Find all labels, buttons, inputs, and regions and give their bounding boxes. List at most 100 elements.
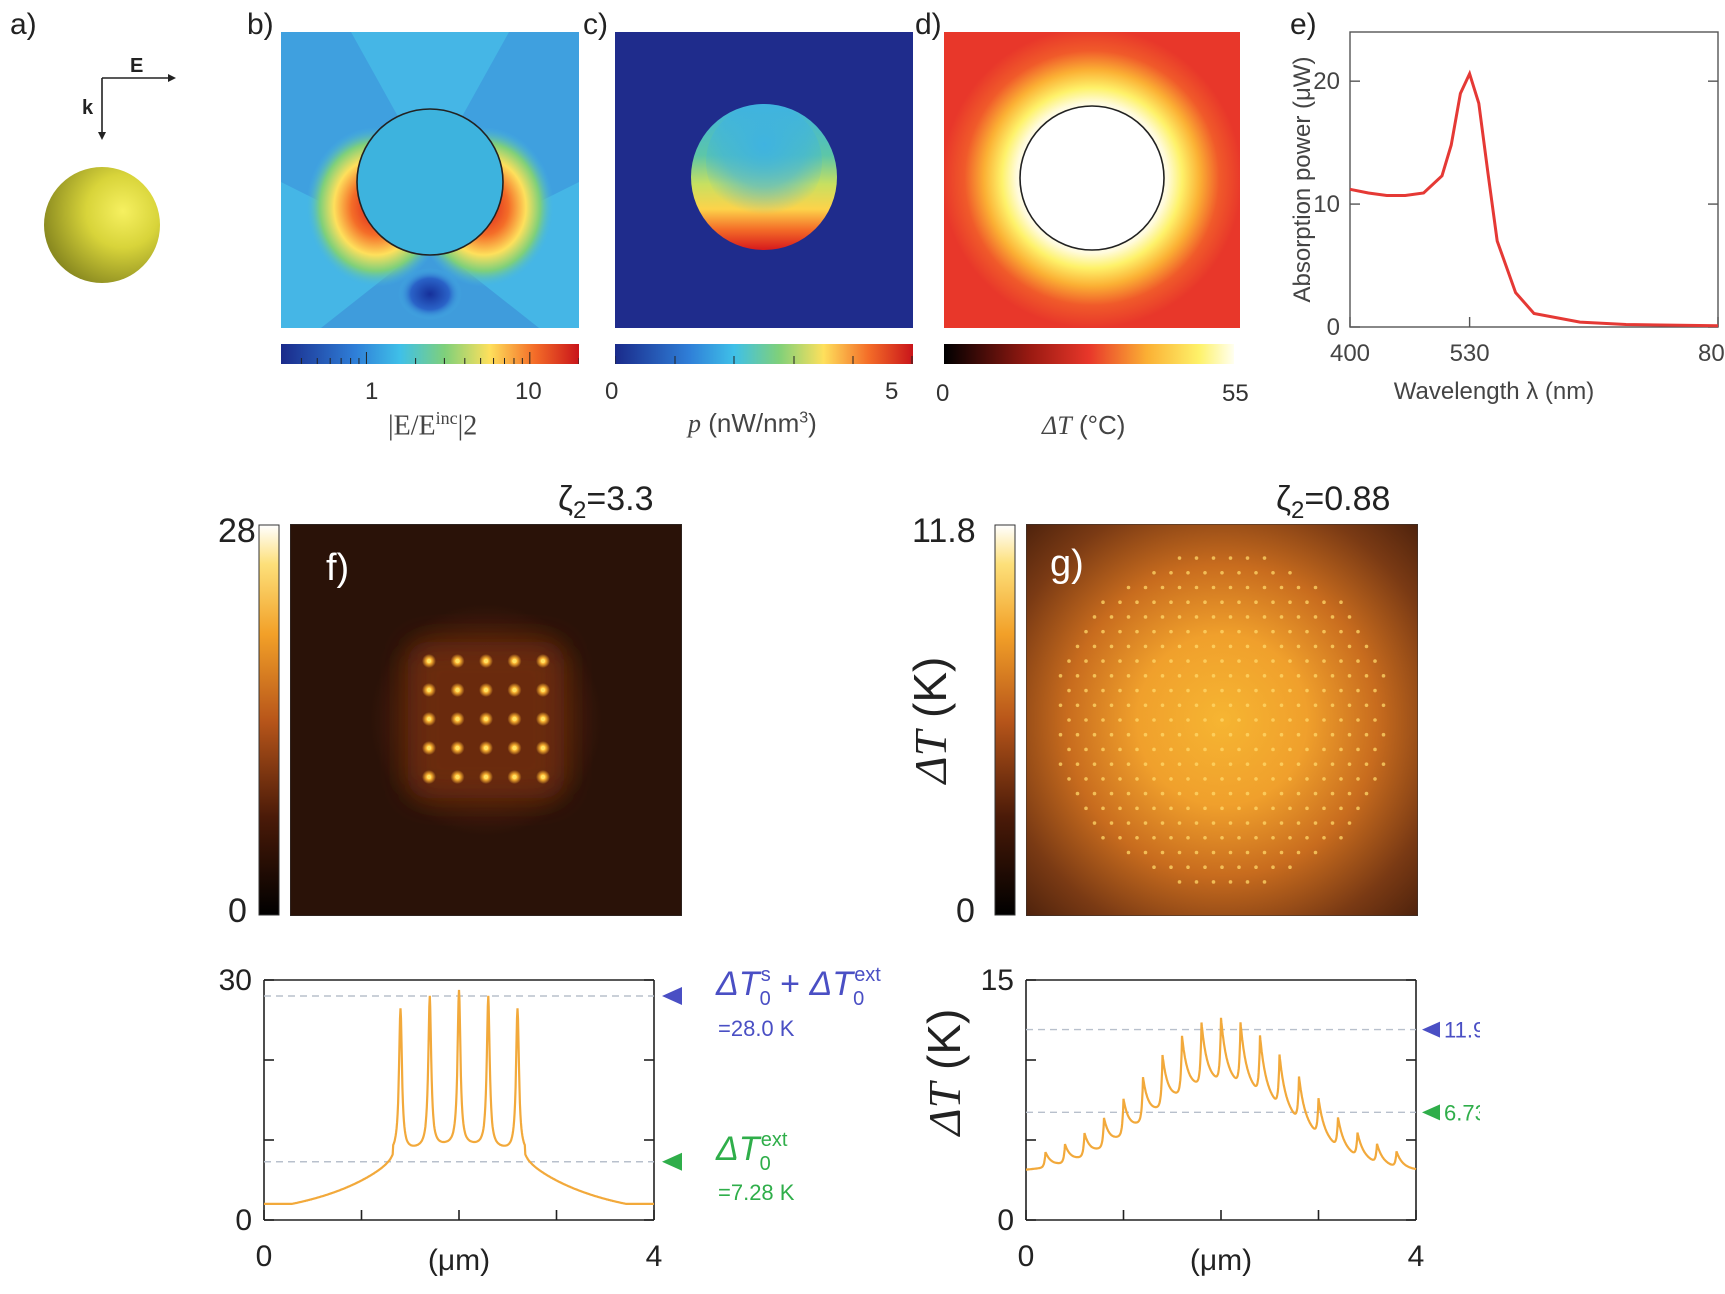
heatmap-f-particle-core xyxy=(512,658,517,664)
heatmap-f-particle-core xyxy=(426,716,432,722)
heatmap-g-particle xyxy=(1313,585,1318,590)
heatmap-g-particle xyxy=(1152,747,1156,752)
heatmap-g-particle xyxy=(1160,850,1165,855)
heatmap-g-particle xyxy=(1194,585,1199,590)
heatmap-g-particle xyxy=(1296,850,1301,855)
heatmap-g-particle xyxy=(1271,629,1275,634)
heatmap-g-particle xyxy=(1347,703,1352,708)
colorbar-c-tick-0: 0 xyxy=(605,378,619,405)
absorption-x-tick-label: 800 xyxy=(1698,340,1725,367)
heatmap-g-particle xyxy=(1228,880,1233,884)
k-label: k xyxy=(82,97,94,119)
heatmap-g-particle xyxy=(1330,703,1335,708)
heatmap-g-particle xyxy=(1194,880,1199,884)
heatmap-g-particle xyxy=(1228,762,1233,766)
zeta-f: ζ2=3.3 xyxy=(558,480,654,524)
heatmap-g-particle xyxy=(1262,821,1267,825)
heatmap-f-particle-core xyxy=(540,658,546,664)
heatmap-g-particle xyxy=(1313,674,1318,678)
heatmap-g-particle xyxy=(1279,674,1284,678)
heatmap-g-particle xyxy=(1271,688,1275,693)
heatmap-g-particle xyxy=(1288,835,1292,840)
heatmap-g-cb-max: 11.8 xyxy=(912,512,976,550)
heatmap-g-particle xyxy=(1101,835,1105,840)
heatmap-f-particle-core xyxy=(455,687,460,693)
nanoparticle-sphere xyxy=(44,167,160,283)
heatmap-g-particle xyxy=(1262,585,1267,590)
colorbar-d xyxy=(944,344,1234,364)
heatmap-g-particle xyxy=(1169,600,1173,605)
heatmap-g-particle xyxy=(1211,644,1216,649)
heatmap-g-particle xyxy=(1177,791,1182,796)
heatmap-g-particle xyxy=(1143,732,1148,737)
heatmap-g-particle xyxy=(1364,791,1369,796)
heatmap-g-particle xyxy=(1313,732,1318,737)
heatmap-g-particle xyxy=(1288,659,1292,663)
heatmap-g-particle xyxy=(1118,718,1122,722)
heatmap-g-particle xyxy=(1220,629,1224,634)
heatmap-f-particle-core xyxy=(512,687,517,693)
heatmap-g-particle xyxy=(1177,556,1182,560)
heatmap-g-particle xyxy=(1186,688,1190,693)
absorption-x-tick-label: 400 xyxy=(1330,340,1370,367)
colorbar-d-title: ΔT (°C) xyxy=(1042,410,1126,440)
heatmap-g-particle xyxy=(1254,777,1258,781)
heatmap-g-particle xyxy=(1279,732,1284,737)
profile-g-x-start: 0 xyxy=(1018,1240,1035,1273)
heatmap-g-particle xyxy=(1245,732,1250,737)
heatmap-g-particle xyxy=(1347,644,1352,649)
colorbar-c-tick-5: 5 xyxy=(885,378,899,405)
heatmap-g-particle xyxy=(1237,600,1241,605)
heatmap-g-particle xyxy=(1186,718,1190,722)
heatmap-g-particle xyxy=(1092,674,1097,678)
heatmap-g-particle xyxy=(1305,806,1309,811)
heatmap-g-particle xyxy=(1075,732,1080,737)
panel-c-power-map xyxy=(615,32,913,328)
heatmap-g-particle xyxy=(1118,777,1122,781)
heatmap-g-particle xyxy=(1254,629,1258,634)
heatmap-g-particle xyxy=(1101,600,1105,605)
heatmap-g-particle xyxy=(1169,865,1173,870)
heatmap-g-particle xyxy=(1092,644,1097,649)
heatmap-g-particle xyxy=(1152,718,1156,722)
heatmap-g-particle xyxy=(1262,762,1267,766)
heatmap-g-particle xyxy=(1075,644,1080,649)
heatmap-g-particle xyxy=(1313,791,1318,796)
heatmap-g-particle xyxy=(1296,732,1301,737)
heatmap-g-particle xyxy=(1169,718,1173,722)
heatmap-g-particle xyxy=(1109,703,1114,708)
heatmap-f-particle-core xyxy=(540,745,546,751)
heatmap-g-particle xyxy=(1169,659,1173,663)
heatmap-g-particle xyxy=(1220,718,1224,722)
heatmap-g-particle xyxy=(1262,703,1267,708)
heatmap-g-particle xyxy=(1237,629,1241,634)
heatmap-g-particle xyxy=(1271,747,1275,752)
heatmap-g-particle xyxy=(1339,629,1343,634)
heatmap-g-particle xyxy=(1228,556,1233,560)
heatmap-f-particle-core xyxy=(426,774,432,780)
heatmap-g-particle xyxy=(1101,806,1105,811)
heatmap-g-particle xyxy=(1322,600,1326,605)
heatmap-g-particle xyxy=(1245,556,1250,560)
heatmap-g-particle xyxy=(1254,865,1258,870)
heatmap-f-particle-core xyxy=(540,774,546,780)
heatmap-g-particle xyxy=(1228,732,1233,737)
heatmap-g-particle xyxy=(1203,659,1207,663)
heatmap-g-particle xyxy=(1313,644,1318,649)
heatmap-g-particle xyxy=(1237,718,1241,722)
heatmap-f-particle-core xyxy=(512,716,517,722)
heatmap-g-particle xyxy=(1262,674,1267,678)
heatmap-g-particle xyxy=(1347,732,1352,737)
heatmap-g-particle xyxy=(1322,659,1326,663)
heatmap-g-particle xyxy=(1203,570,1207,575)
heatmap-g-particle xyxy=(1356,777,1360,781)
heatmap-g-particle xyxy=(1203,777,1207,781)
heatmap-g-particle xyxy=(1194,850,1199,855)
heatmap-f-particle-core xyxy=(483,774,489,780)
heatmap-g-particle xyxy=(1262,791,1267,796)
heatmap-g-particle xyxy=(1084,806,1088,811)
heatmap-g-particle xyxy=(1347,791,1352,796)
heatmap-g-particle xyxy=(1228,850,1233,855)
heatmap-g-particle xyxy=(1084,659,1088,663)
heatmap-g-particle xyxy=(1356,659,1360,663)
